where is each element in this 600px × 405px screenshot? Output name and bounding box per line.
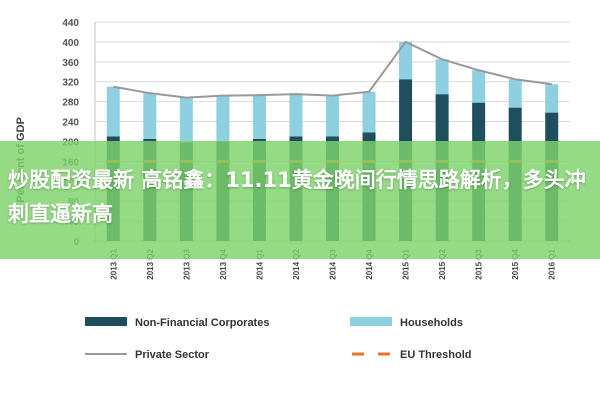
legend-label-households: Households	[400, 317, 463, 329]
x-tick-label: 2014 Q4	[365, 248, 374, 279]
bar-households	[399, 41, 413, 80]
x-tick-label: 2013 Q2	[146, 248, 155, 279]
x-tick-label: 2016 Q1	[548, 248, 557, 279]
legend-label-private-sector: Private Sector	[135, 349, 210, 361]
bar-households	[508, 79, 522, 108]
legend-swatch-non-financial-corporates	[85, 317, 127, 326]
y-tick-label: 320	[62, 78, 79, 89]
bar-households	[435, 59, 449, 95]
bar-households	[362, 91, 376, 133]
bar-households	[252, 95, 266, 139]
x-tick-label: 2014 Q2	[292, 248, 301, 279]
headline-text[interactable]: 炒股配资最新 高铭鑫：11.11黄金晚间行情思路解析，多头冲刺直逼新高	[8, 168, 586, 226]
y-tick-label: 240	[62, 118, 79, 129]
bar-households	[143, 93, 157, 139]
x-tick-label: 2015 Q1	[402, 248, 411, 279]
legend-label-non-financial-corporates: Non-Financial Corporates	[135, 317, 269, 329]
bar-households	[326, 95, 339, 137]
bar-households	[472, 70, 486, 103]
line-private-sector	[113, 40, 552, 99]
x-tick-label: 2015 Q3	[475, 248, 484, 279]
y-tick-label: 280	[62, 98, 79, 109]
bar-households	[289, 94, 303, 137]
x-tick-label: 2015 Q4	[511, 248, 520, 279]
bar-households	[216, 95, 230, 142]
bar-households	[179, 97, 193, 143]
x-tick-label: 2014 Q3	[329, 248, 338, 279]
y-tick-label: 360	[62, 58, 79, 69]
x-tick-label: 2013 Q1	[109, 248, 118, 279]
x-tick-label: 2013 Q4	[219, 248, 228, 279]
bar-households	[106, 86, 120, 137]
legend-label-eu-threshold: EU Threshold	[400, 349, 472, 361]
y-tick-label: 440	[62, 18, 79, 29]
x-tick-label: 2013 Q3	[182, 248, 191, 279]
y-tick-label: 400	[62, 38, 79, 49]
legend-swatch-households	[350, 317, 392, 326]
headline-banner	[0, 141, 600, 259]
x-tick-label: 2014 Q1	[255, 248, 264, 279]
x-tick-label: 2015 Q2	[438, 248, 447, 279]
bar-households	[545, 84, 559, 113]
legend: Non-Financial Corporates Households Privat…	[85, 317, 472, 361]
